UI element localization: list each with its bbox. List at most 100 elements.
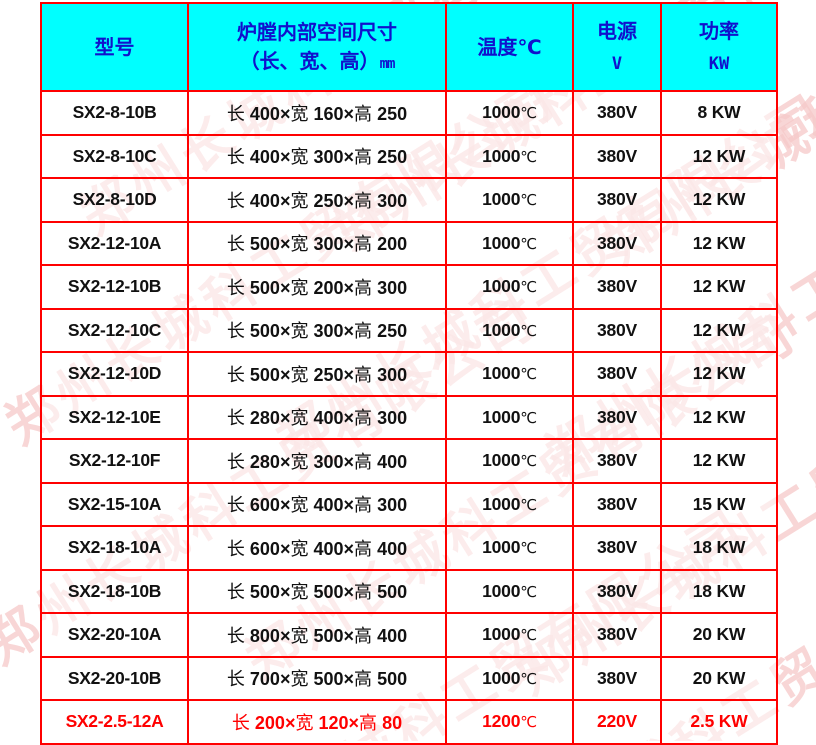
- dim-width-label: 宽: [295, 712, 314, 734]
- cell-model: SX2-18-10A: [40, 525, 189, 571]
- cell-dimensions: 长 500×宽 250×高 300: [187, 351, 447, 397]
- dim-height-label: 高: [354, 451, 373, 473]
- temperature-value: 1000: [482, 276, 521, 297]
- cell-model: SX2-18-10B: [40, 568, 189, 614]
- cell-voltage: 380V: [572, 177, 662, 223]
- column-header-temperature: 温度℃: [445, 2, 574, 92]
- dim-width-label: 宽: [290, 538, 309, 560]
- degree-celsius-icon: ℃: [520, 234, 537, 253]
- dim-width-value: 400: [313, 538, 344, 559]
- temperature-value: 1000: [482, 450, 521, 471]
- cell-temperature: 1000℃: [445, 655, 574, 701]
- cell-temperature: 1000℃: [445, 394, 574, 440]
- cell-power: 20 KW: [660, 612, 778, 658]
- multiply-icon: ×: [279, 495, 291, 516]
- dim-length-value: 600: [249, 538, 280, 559]
- dim-height-label: 高: [354, 190, 373, 212]
- dim-height-value: 200: [377, 234, 408, 255]
- table-row: SX2-12-10F 长 280×宽 300×高 400 1000℃ 380V 12 K…: [40, 438, 778, 484]
- dim-width-value: 250: [313, 364, 344, 385]
- cell-power: 12 KW: [660, 351, 778, 397]
- cell-power: 12 KW: [660, 177, 778, 223]
- multiply-icon: ×: [343, 538, 355, 559]
- dim-width-value: 500: [313, 582, 344, 603]
- cell-temperature: 1000℃: [445, 177, 574, 223]
- cell-dimensions: 长 500×宽 300×高 200: [187, 220, 447, 266]
- cell-power: 12 KW: [660, 307, 778, 353]
- cell-voltage: 380V: [572, 90, 662, 136]
- dim-length-value: 200: [254, 712, 285, 733]
- dim-width-label: 宽: [290, 147, 309, 169]
- column-header-voltage: 电源 V: [572, 2, 662, 92]
- cell-model: SX2-12-10E: [40, 394, 189, 440]
- cell-temperature: 1000℃: [445, 568, 574, 614]
- cell-power: 8 KW: [660, 90, 778, 136]
- dim-length-value: 600: [249, 495, 280, 516]
- degree-celsius-icon: ℃: [520, 191, 537, 210]
- dim-length-label: 长: [226, 408, 245, 430]
- table-row: SX2-18-10B 长 500×宽 500×高 500 1000℃ 380V 18 K…: [40, 568, 778, 614]
- cell-voltage: 380V: [572, 481, 662, 527]
- multiply-icon: ×: [343, 669, 355, 690]
- dim-length-value: 400: [249, 190, 280, 211]
- dim-length-label: 长: [226, 451, 245, 473]
- cell-dimensions: 长 200×宽 120×高 80: [187, 699, 447, 745]
- cell-model: SX2-12-10A: [40, 220, 189, 266]
- multiply-icon: ×: [343, 147, 355, 168]
- column-header-dimensions-sub: （长、宽、高）mm: [189, 47, 445, 76]
- degree-celsius-icon: ℃: [520, 669, 537, 688]
- dim-width-label: 宽: [290, 451, 309, 473]
- cell-temperature: 1000℃: [445, 438, 574, 484]
- dim-width-value: 200: [313, 277, 344, 298]
- cell-model: SX2-15-10A: [40, 481, 189, 527]
- multiply-icon: ×: [279, 538, 291, 559]
- table-row: SX2-20-10A 长 800×宽 500×高 400 1000℃ 380V 20 K…: [40, 612, 778, 658]
- dim-length-label: 长: [226, 669, 245, 691]
- spec-table-container: 型号 炉膛内部空间尺寸 （长、宽、高）mm 温度℃ 电源 V 功率 KW: [40, 2, 778, 745]
- dim-height-label: 高: [354, 147, 373, 169]
- dim-height-value: 300: [377, 277, 408, 298]
- dim-length-label: 长: [226, 625, 245, 647]
- dim-length-label: 长: [226, 364, 245, 386]
- dim-length-value: 400: [249, 147, 280, 168]
- dim-height-value: 250: [377, 321, 408, 342]
- temperature-value: 1200: [482, 711, 521, 732]
- dim-width-label: 宽: [290, 625, 309, 647]
- degree-celsius-icon: ℃: [520, 321, 537, 340]
- dim-height-value: 300: [377, 190, 408, 211]
- table-row: SX2-12-10D 长 500×宽 250×高 300 1000℃ 380V 12 K…: [40, 351, 778, 397]
- dim-length-label: 长: [231, 712, 250, 734]
- cell-power: 12 KW: [660, 133, 778, 179]
- dim-width-label: 宽: [290, 408, 309, 430]
- cell-model: SX2-12-10B: [40, 264, 189, 310]
- multiply-icon: ×: [343, 103, 355, 124]
- cell-temperature: 1000℃: [445, 612, 574, 658]
- multiply-icon: ×: [279, 234, 291, 255]
- column-header-power-label: 功率: [699, 19, 739, 44]
- temperature-value: 1000: [482, 406, 521, 427]
- degree-celsius-icon: ℃: [520, 365, 537, 384]
- dim-length-label: 长: [226, 147, 245, 169]
- dim-length-label: 长: [226, 190, 245, 212]
- dim-width-value: 300: [313, 321, 344, 342]
- dim-height-label: 高: [354, 582, 373, 604]
- column-header-voltage-label: 电源: [597, 19, 637, 44]
- multiply-icon: ×: [279, 190, 291, 211]
- table-row: SX2-2.5-12A 长 200×宽 120×高 80 1200℃ 220V 2.5 …: [40, 699, 778, 745]
- multiply-icon: ×: [279, 364, 291, 385]
- degree-celsius-icon: ℃: [520, 147, 537, 166]
- dim-width-label: 宽: [290, 234, 309, 256]
- dim-length-value: 500: [249, 364, 280, 385]
- multiply-icon: ×: [279, 625, 291, 646]
- dim-length-label: 长: [226, 277, 245, 299]
- dim-length-value: 500: [249, 321, 280, 342]
- temperature-value: 1000: [482, 232, 521, 253]
- table-row: SX2-20-10B 长 700×宽 500×高 500 1000℃ 380V 20 K…: [40, 655, 778, 701]
- dim-length-label: 长: [226, 538, 245, 560]
- cell-dimensions: 长 600×宽 400×高 300: [187, 481, 447, 527]
- cell-dimensions: 长 500×宽 300×高 250: [187, 307, 447, 353]
- column-header-temperature-label: 温度℃: [477, 34, 542, 59]
- cell-model: SX2-12-10C: [40, 307, 189, 353]
- cell-power: 12 KW: [660, 438, 778, 484]
- cell-model: SX2-12-10D: [40, 351, 189, 397]
